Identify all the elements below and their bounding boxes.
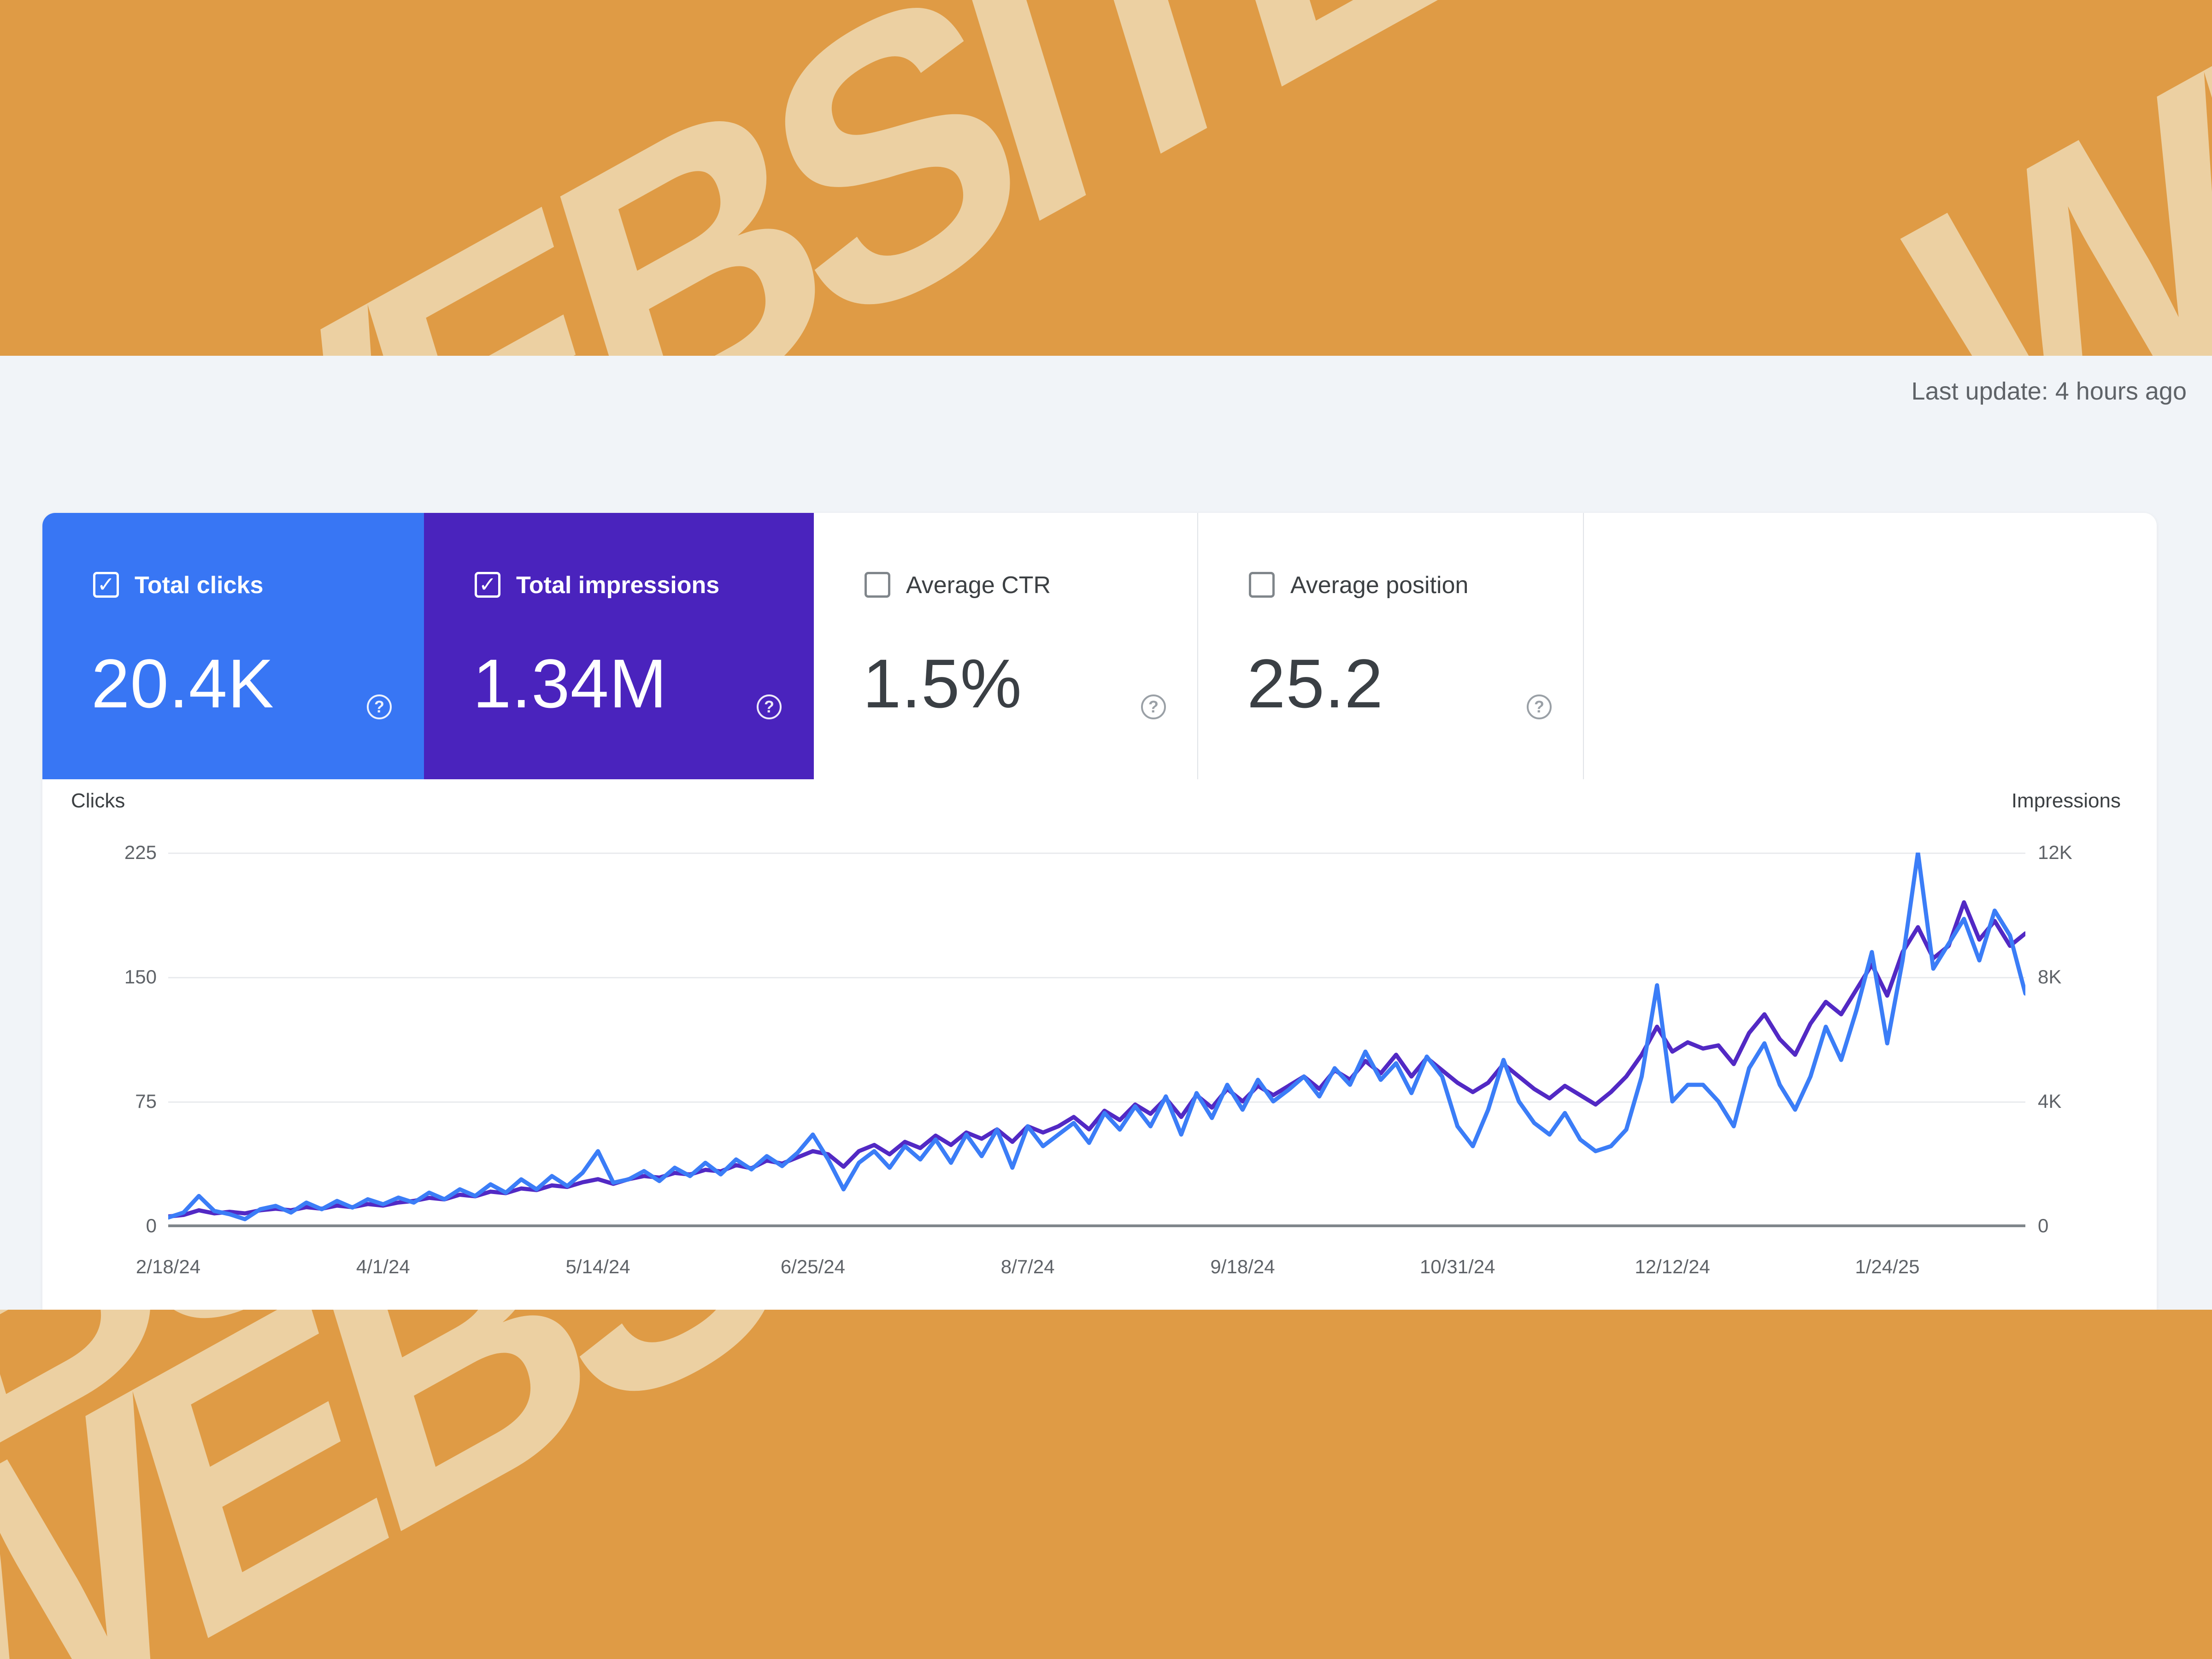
gridline (168, 977, 2025, 978)
total-impressions-card[interactable]: ✓ Total impressions 1.34M ? (424, 513, 814, 779)
right-axis-title: Impressions (2011, 789, 2121, 812)
card-value: 20.4K (91, 645, 274, 722)
card-label: Total clicks (135, 572, 264, 599)
help-icon[interactable]: ? (1141, 694, 1166, 719)
card-label: Average position (1290, 572, 1469, 599)
x-tick: 1/24/25 (1855, 1256, 1920, 1277)
checkbox-icon[interactable] (1249, 572, 1275, 598)
watermark-text: WEBSITE SEO (40, 0, 2159, 356)
checkbox-icon[interactable] (865, 572, 890, 598)
top-watermark-band: WEBSITE SEO WEBSITE SEO (0, 0, 2212, 356)
card-label: Total impressions (516, 572, 720, 599)
card-divider (1197, 513, 1198, 779)
checkbox-icon[interactable]: ✓ (93, 572, 119, 598)
x-axis-baseline (168, 1224, 2025, 1227)
performance-chart[interactable] (168, 853, 2025, 1226)
x-tick: 10/31/24 (1420, 1256, 1495, 1277)
last-update-status: Last update: 4 hours ago (1911, 377, 2187, 405)
left-tick: 75 (135, 1090, 157, 1112)
right-tick: 8K (2038, 966, 2062, 988)
total-clicks-card[interactable]: ✓ Total clicks 20.4K ? (42, 513, 424, 779)
card-label: Average CTR (906, 572, 1051, 599)
x-tick: 9/18/24 (1210, 1256, 1275, 1277)
right-tick: 4K (2038, 1090, 2062, 1112)
gridline (168, 853, 2025, 854)
x-tick: 4/1/24 (356, 1256, 410, 1277)
performance-panel: ✓ Total clicks 20.4K ? ✓ Total impressio… (42, 513, 2157, 1310)
card-divider (1583, 513, 1584, 779)
x-tick: 8/7/24 (1000, 1256, 1055, 1277)
checkbox-icon[interactable]: ✓ (475, 572, 500, 598)
right-tick: 12K (2038, 841, 2072, 863)
left-tick: 225 (124, 841, 157, 863)
left-tick: 150 (124, 966, 157, 988)
average-ctr-card[interactable]: Average CTR 1.5% ? (814, 513, 1198, 779)
help-icon[interactable]: ? (367, 694, 392, 719)
watermark-text: WEBSITE SEO (1876, 0, 2212, 356)
card-value: 1.34M (473, 645, 667, 722)
x-tick: 2/18/24 (135, 1256, 201, 1277)
help-icon[interactable]: ? (1527, 694, 1552, 719)
x-tick: 5/14/24 (565, 1256, 630, 1277)
bottom-watermark-band: WEBSITE SEO WEBSITE SEO (0, 1310, 2212, 1659)
average-position-card[interactable]: Average position 25.2 ? (1198, 513, 1584, 779)
impressions-line (168, 900, 2025, 1219)
x-tick: 6/25/24 (780, 1256, 845, 1277)
gridline (168, 1101, 2025, 1103)
x-axis: 2/18/24 4/1/24 5/14/24 6/25/24 8/7/24 9/… (136, 1256, 2025, 1283)
left-axis-title: Clicks (71, 789, 125, 812)
card-value: 1.5% (863, 645, 1022, 722)
clicks-line (168, 853, 2025, 1222)
card-value: 25.2 (1247, 645, 1383, 722)
right-tick: 0 (2038, 1215, 2049, 1236)
left-tick: 0 (146, 1215, 157, 1236)
help-icon[interactable]: ? (757, 694, 782, 719)
x-tick: 12/12/24 (1635, 1256, 1710, 1277)
